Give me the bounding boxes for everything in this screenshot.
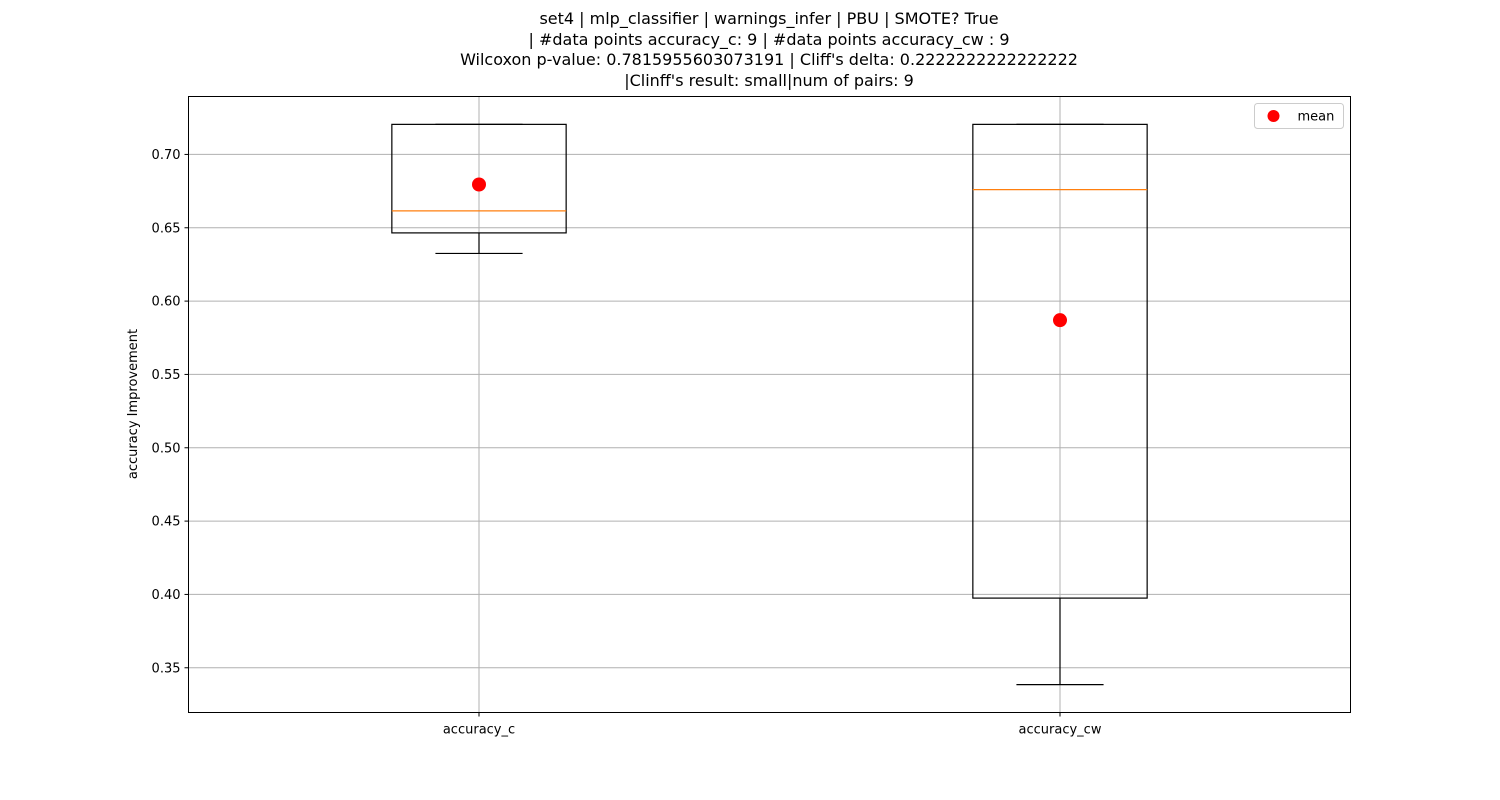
plot-area-frame <box>188 96 1351 713</box>
chart-title: set4 | mlp_classifier | warnings_infer |… <box>0 9 1500 91</box>
x-tick-label: accuracy_c <box>443 723 515 738</box>
y-tick-label: 0.50 <box>152 441 181 456</box>
y-tick-label: 0.60 <box>152 295 181 310</box>
box-accuracy_cw <box>972 123 1148 686</box>
legend: mean <box>1254 103 1344 129</box>
mean-marker <box>1053 313 1067 328</box>
y-tick-label: 0.40 <box>152 588 181 603</box>
y-tick-label: 0.35 <box>152 661 181 676</box>
y-tick-label: 0.65 <box>152 221 181 236</box>
x-axis-ticks: accuracy_c accuracy_cw <box>443 712 1102 738</box>
legend-marker <box>1267 110 1280 122</box>
chart-title-line-3: Wilcoxon p-value: 0.7815955603073191 | C… <box>460 50 1078 69</box>
chart-title-line-2: | #data points accuracy_c: 9 | #data poi… <box>528 29 1010 49</box>
grid-lines <box>188 96 1351 713</box>
y-axis-label: accuracy Improvement <box>126 329 141 479</box>
y-tick-label: 0.70 <box>152 148 181 163</box>
mean-marker <box>472 177 486 192</box>
x-tick-label: accuracy_cw <box>1019 723 1102 738</box>
y-tick-label: 0.45 <box>152 515 181 530</box>
chart-title-line-1: set4 | mlp_classifier | warnings_infer |… <box>539 9 999 28</box>
legend-frame <box>1254 103 1344 129</box>
box-accuracy_c <box>391 123 567 255</box>
y-tick-label: 0.55 <box>152 368 181 383</box>
legend-label: mean <box>1298 110 1335 125</box>
y-axis-ticks: 0.35 0.40 0.45 0.50 0.55 0.60 0.65 0.70 <box>152 148 189 676</box>
chart-title-line-4: |Clinff's result: small|num of pairs: 9 <box>624 70 914 90</box>
mean-markers <box>472 177 1067 328</box>
boxes <box>391 123 1148 686</box>
